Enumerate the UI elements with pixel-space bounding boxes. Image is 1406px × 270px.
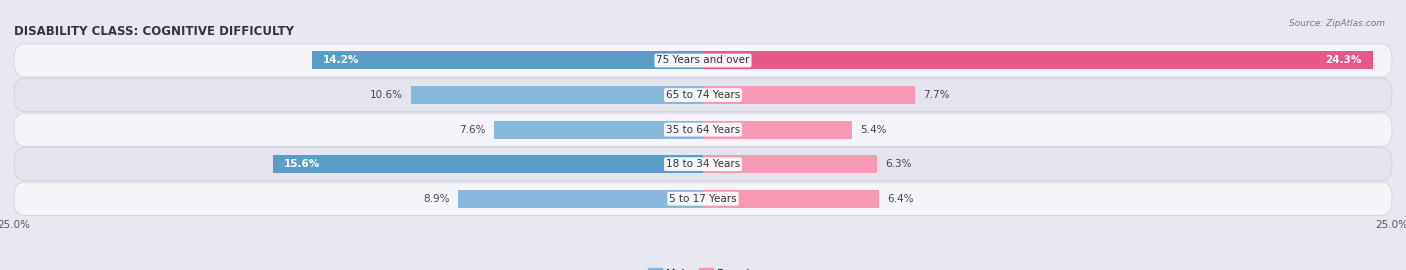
Bar bbox=[273, 155, 703, 173]
FancyBboxPatch shape bbox=[14, 44, 1392, 77]
Text: 65 to 74 Years: 65 to 74 Years bbox=[666, 90, 740, 100]
Text: 14.2%: 14.2% bbox=[323, 55, 359, 66]
Text: 5 to 17 Years: 5 to 17 Years bbox=[669, 194, 737, 204]
Bar bbox=[703, 52, 1372, 69]
Text: 7.7%: 7.7% bbox=[924, 90, 950, 100]
Text: DISABILITY CLASS: COGNITIVE DIFFICULTY: DISABILITY CLASS: COGNITIVE DIFFICULTY bbox=[14, 25, 294, 38]
Text: 8.9%: 8.9% bbox=[423, 194, 450, 204]
Text: 18 to 34 Years: 18 to 34 Years bbox=[666, 159, 740, 169]
Bar bbox=[458, 190, 703, 208]
FancyBboxPatch shape bbox=[14, 113, 1392, 146]
Bar bbox=[703, 121, 852, 139]
FancyBboxPatch shape bbox=[14, 182, 1392, 215]
Text: 6.4%: 6.4% bbox=[887, 194, 914, 204]
Text: 5.4%: 5.4% bbox=[860, 124, 887, 135]
Text: 10.6%: 10.6% bbox=[370, 90, 402, 100]
Text: 75 Years and over: 75 Years and over bbox=[657, 55, 749, 66]
Text: 7.6%: 7.6% bbox=[458, 124, 485, 135]
Bar bbox=[411, 86, 703, 104]
Text: 15.6%: 15.6% bbox=[284, 159, 321, 169]
FancyBboxPatch shape bbox=[14, 79, 1392, 112]
Text: Source: ZipAtlas.com: Source: ZipAtlas.com bbox=[1289, 19, 1385, 28]
Text: 6.3%: 6.3% bbox=[884, 159, 911, 169]
Bar bbox=[703, 155, 876, 173]
Bar bbox=[312, 52, 703, 69]
Text: 24.3%: 24.3% bbox=[1326, 55, 1361, 66]
Legend: Male, Female: Male, Female bbox=[644, 263, 762, 270]
Bar bbox=[703, 190, 879, 208]
FancyBboxPatch shape bbox=[14, 148, 1392, 181]
Text: 35 to 64 Years: 35 to 64 Years bbox=[666, 124, 740, 135]
Bar bbox=[494, 121, 703, 139]
Bar bbox=[703, 86, 915, 104]
